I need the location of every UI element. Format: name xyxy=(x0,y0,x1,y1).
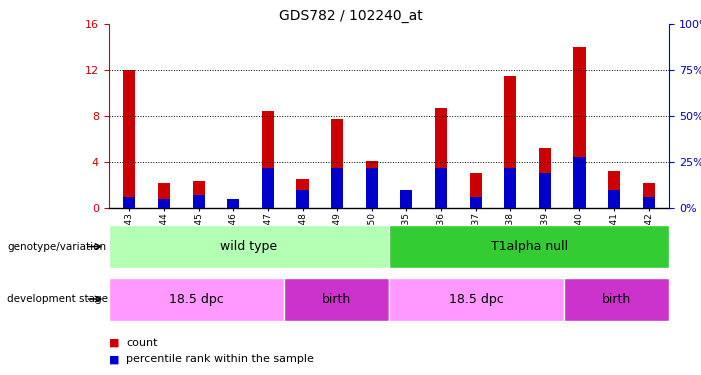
Bar xyxy=(504,168,516,208)
Text: percentile rank within the sample: percentile rank within the sample xyxy=(126,354,314,364)
Bar xyxy=(193,181,205,208)
Bar xyxy=(435,108,447,208)
Bar xyxy=(227,204,239,208)
Bar xyxy=(573,157,585,208)
Bar xyxy=(643,183,655,208)
Bar xyxy=(297,179,308,208)
Text: count: count xyxy=(126,338,158,348)
Bar xyxy=(284,278,389,321)
Text: development stage: development stage xyxy=(7,294,108,304)
Bar xyxy=(193,195,205,208)
Bar xyxy=(123,70,135,208)
Bar xyxy=(400,196,412,208)
Text: 18.5 dpc: 18.5 dpc xyxy=(449,292,504,306)
Bar xyxy=(262,111,274,208)
Bar xyxy=(262,168,274,208)
Text: wild type: wild type xyxy=(220,240,278,253)
Bar xyxy=(400,190,412,208)
Text: ■: ■ xyxy=(109,338,119,348)
Text: T1alpha null: T1alpha null xyxy=(491,240,568,253)
Bar xyxy=(227,199,239,208)
Bar xyxy=(573,47,585,208)
Bar xyxy=(470,197,482,208)
Bar xyxy=(158,183,170,208)
Bar xyxy=(366,161,378,208)
Bar xyxy=(470,172,482,208)
Text: 18.5 dpc: 18.5 dpc xyxy=(169,292,224,306)
Text: birth: birth xyxy=(322,292,351,306)
Bar xyxy=(331,118,343,208)
Bar xyxy=(504,76,516,208)
Text: GDS782 / 102240_at: GDS782 / 102240_at xyxy=(278,9,423,23)
Bar xyxy=(564,278,669,321)
Bar xyxy=(608,171,620,208)
Bar xyxy=(158,199,170,208)
Bar xyxy=(123,197,135,208)
Text: genotype/variation: genotype/variation xyxy=(7,242,106,252)
Bar xyxy=(608,190,620,208)
Bar xyxy=(366,168,378,208)
Bar xyxy=(389,278,564,321)
Bar xyxy=(109,225,389,268)
Bar xyxy=(435,168,447,208)
Bar xyxy=(109,278,284,321)
Bar xyxy=(297,190,308,208)
Bar xyxy=(389,225,669,268)
Text: birth: birth xyxy=(602,292,632,306)
Bar xyxy=(643,197,655,208)
Bar xyxy=(331,168,343,208)
Bar xyxy=(539,173,551,208)
Bar xyxy=(539,148,551,208)
Text: ■: ■ xyxy=(109,354,119,364)
